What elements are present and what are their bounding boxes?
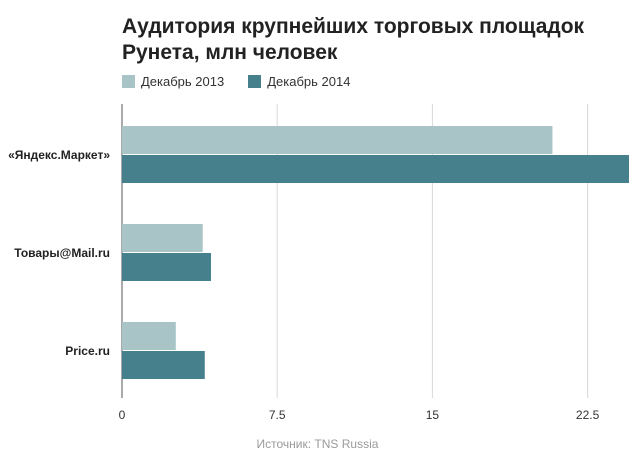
bar-2013-2 xyxy=(122,322,176,350)
legend-item-2014: Декабрь 2014 xyxy=(248,74,350,89)
bar-2014-1 xyxy=(122,253,211,281)
x-tick-label: 0 xyxy=(119,408,126,422)
bar-2013-0 xyxy=(122,126,553,154)
bar-2014-2 xyxy=(122,351,205,379)
source-note: Источник: TNS Russia xyxy=(256,437,379,451)
category-label: Price.ru xyxy=(65,344,110,358)
x-tick-label: 22.5 xyxy=(576,408,600,422)
legend: Декабрь 2013 Декабрь 2014 xyxy=(122,72,374,90)
legend-swatch-2013 xyxy=(122,74,135,88)
category-label: Товары@Mail.ru xyxy=(14,246,110,260)
bar-2014-0 xyxy=(122,155,629,183)
bar-2013-1 xyxy=(122,224,203,252)
legend-item-2013: Декабрь 2013 xyxy=(122,74,224,89)
x-tick-label: 7.5 xyxy=(269,408,286,422)
legend-label-2013: Декабрь 2013 xyxy=(141,73,225,89)
x-tick-label: 15 xyxy=(426,408,440,422)
legend-label-2014: Декабрь 2014 xyxy=(267,73,351,89)
category-label: «Яндекс.Маркет» xyxy=(8,148,110,162)
legend-swatch-2014 xyxy=(248,74,262,88)
chart-title: Аудитория крупнейших торговых площадок Р… xyxy=(122,15,585,64)
